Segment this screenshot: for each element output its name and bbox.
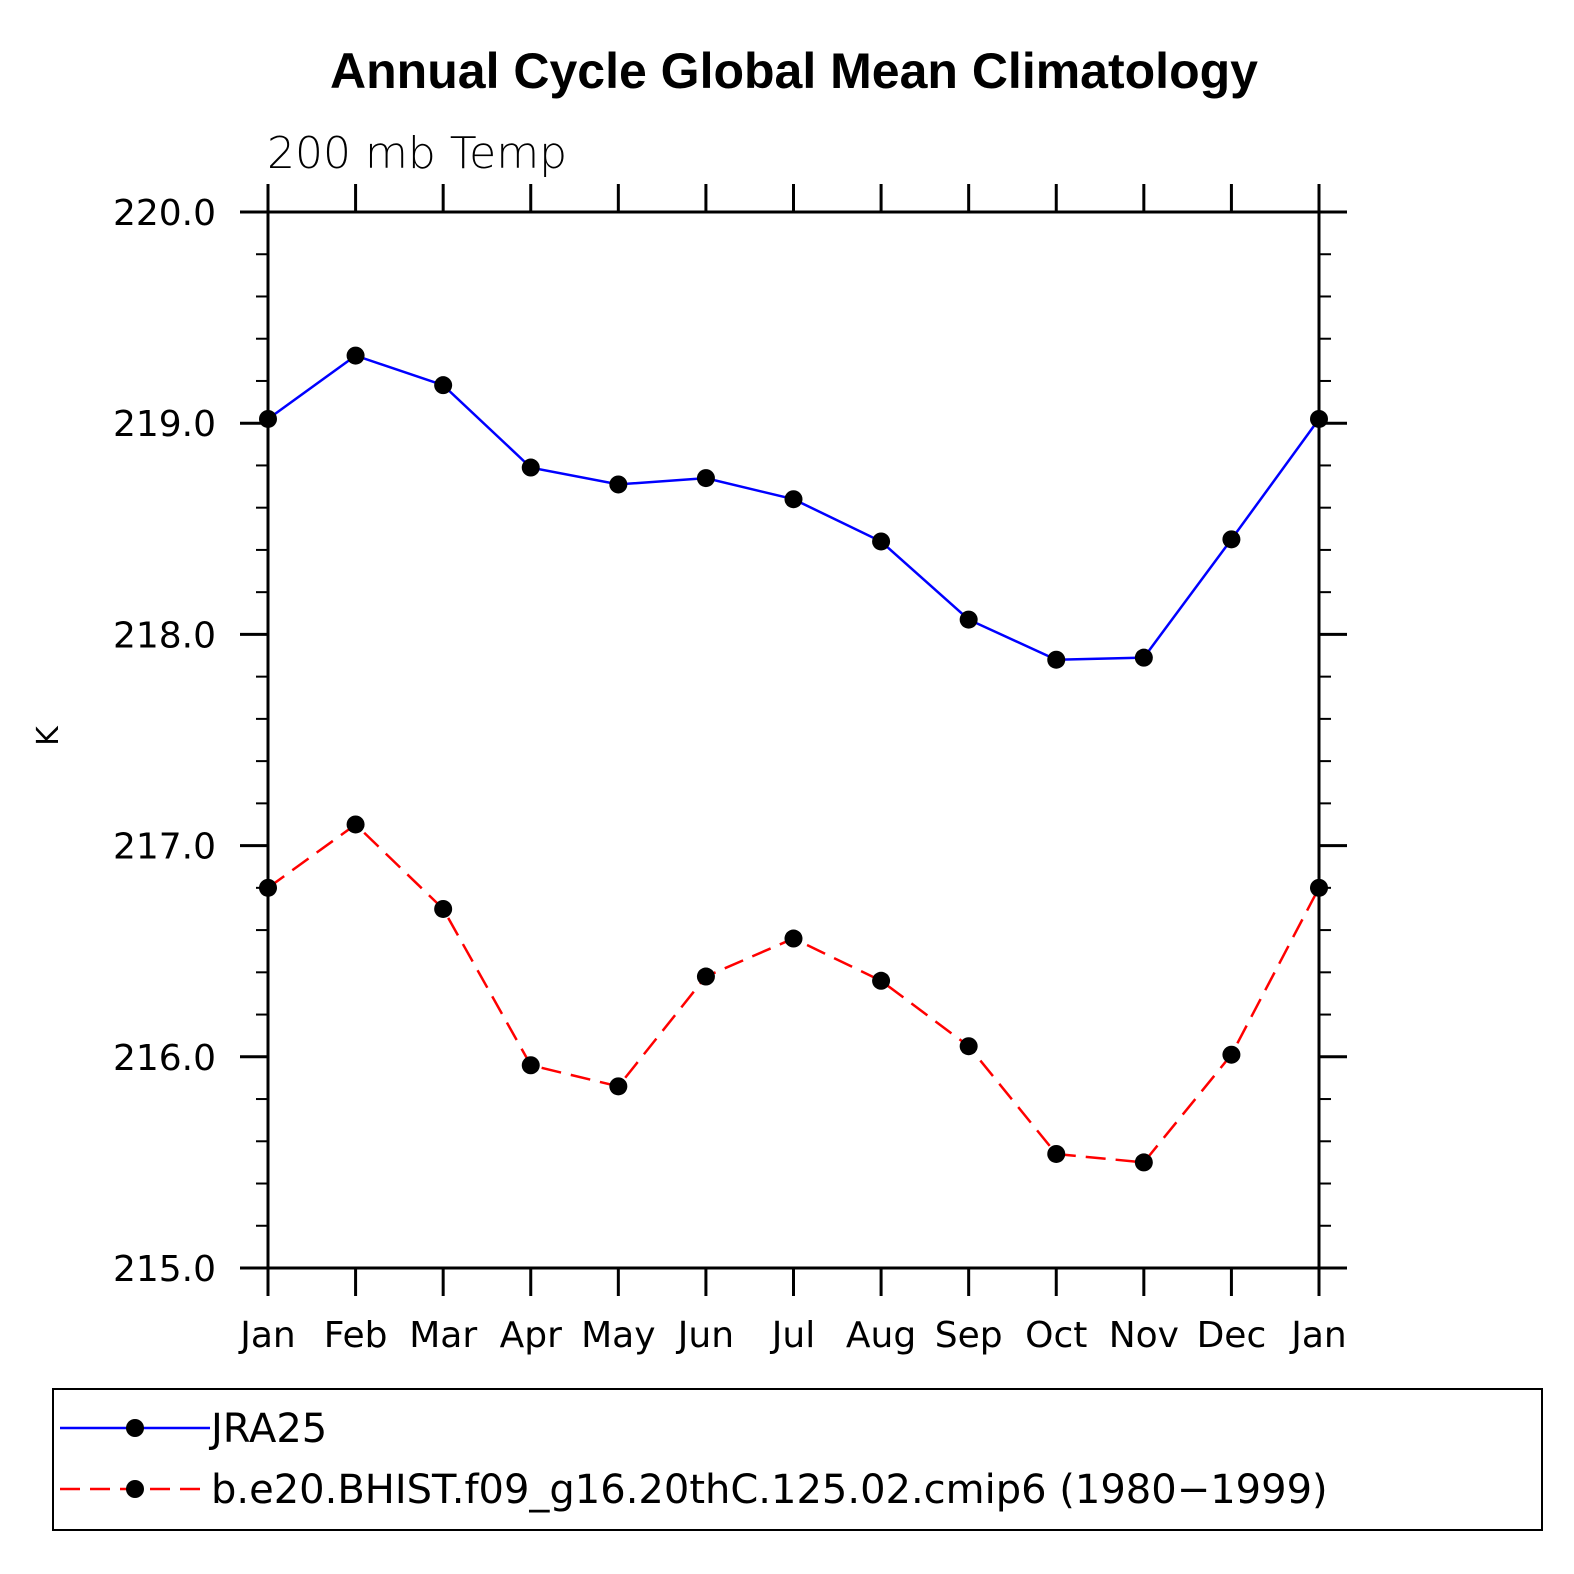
y-tick-label: 216.0 (113, 1038, 216, 1079)
series-2-point (434, 899, 453, 918)
series-2-point (1134, 1153, 1153, 1172)
y-tick-label: 220.0 (113, 193, 216, 234)
legend-box (52, 1388, 1543, 1531)
series-1-point (346, 346, 365, 365)
series-2-point (872, 971, 891, 990)
series-1-point (784, 490, 803, 509)
y-tick-label: 218.0 (113, 615, 216, 656)
series-1-point (1310, 409, 1328, 428)
y-axis-label: K (31, 725, 66, 746)
legend: JRA25 b.e20.BHIST.f09_g16.20thC.125.02.cm… (52, 1388, 1543, 1531)
series-1-point (609, 475, 628, 494)
legend-marker-1 (126, 1419, 144, 1437)
series-2-point (696, 967, 715, 986)
x-tick-label: Sep (935, 1315, 1003, 1356)
x-tick-label: Jul (770, 1315, 815, 1356)
series-layer (259, 346, 1328, 1172)
x-tick-label: Jan (1289, 1315, 1347, 1356)
series-1-point (959, 610, 978, 629)
series-1-point (696, 469, 715, 488)
series-1-point (1134, 648, 1153, 667)
x-tick-label: May (581, 1315, 655, 1356)
series-2-point (609, 1077, 628, 1096)
x-tick-label: Apr (500, 1315, 562, 1356)
series-2-point (521, 1056, 540, 1075)
series-2-point (959, 1037, 978, 1056)
legend-label-1: JRA25 (208, 1406, 327, 1452)
x-tick-label: Nov (1109, 1315, 1179, 1356)
x-tick-label: Jan (238, 1315, 296, 1356)
x-tick-label: Jun (676, 1315, 734, 1356)
series-1-point (872, 532, 891, 551)
series-2-point (1047, 1144, 1066, 1163)
series-1-point (259, 409, 277, 428)
x-tick-label: Feb (324, 1315, 388, 1356)
series-1-point (1047, 650, 1066, 669)
x-tick-label: Mar (409, 1315, 477, 1356)
x-tick-label: Dec (1197, 1315, 1267, 1356)
series-2-point (1310, 878, 1328, 897)
series-2-point (346, 815, 365, 834)
series-2-point (1222, 1045, 1241, 1064)
y-tick-label: 215.0 (113, 1249, 216, 1290)
series-1-point (1222, 530, 1241, 549)
plot-frame (266, 210, 1321, 1270)
y-tick-labels: 215.0 216.0 217.0 218.0 219.0 220.0 (113, 193, 216, 1290)
y-tick-label: 217.0 (113, 827, 216, 868)
series-1-point (521, 458, 540, 477)
legend-marker-2 (126, 1480, 144, 1498)
x-tick-label: Aug (846, 1315, 916, 1356)
legend-label-2: b.e20.BHIST.f09_g16.20thC.125.02.cmip6 (… (211, 1467, 1328, 1513)
series-2-point (784, 929, 803, 948)
series-1-point (434, 376, 453, 395)
y-tick-label: 219.0 (113, 404, 216, 445)
x-tick-labels: Jan Feb Mar Apr May Jun Jul Aug Sep Oct Nov Dec Jan (238, 1315, 1347, 1356)
series-line-2 (267, 822, 1321, 1164)
x-tick-label: Oct (1025, 1315, 1087, 1356)
chart-subtitle: 200 mb Temp (267, 128, 567, 179)
plot-ticks (240, 184, 1347, 1296)
series-2-point (259, 878, 277, 897)
chart-title: Annual Cycle Global Mean Climatology (330, 43, 1258, 99)
